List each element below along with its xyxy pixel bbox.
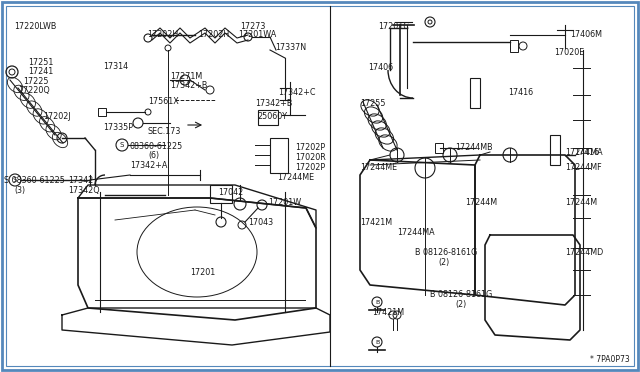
Bar <box>270 138 288 173</box>
Text: 17202P: 17202P <box>295 143 325 152</box>
Text: 17020E: 17020E <box>554 48 584 57</box>
Text: S 08360-61225: S 08360-61225 <box>4 176 65 185</box>
Text: 08360-61225: 08360-61225 <box>130 142 183 151</box>
Text: 17042: 17042 <box>218 188 243 197</box>
Text: 17342: 17342 <box>68 176 93 185</box>
Text: (6): (6) <box>148 151 159 160</box>
Text: 17244MF: 17244MF <box>565 163 602 172</box>
Text: (3): (3) <box>14 186 25 195</box>
Text: 17202H: 17202H <box>198 30 229 39</box>
Bar <box>470 78 480 108</box>
Text: 17342+B: 17342+B <box>170 81 207 90</box>
Text: 17416: 17416 <box>574 148 599 157</box>
Text: 17244M: 17244M <box>465 198 497 207</box>
Text: * 7PA0P73: * 7PA0P73 <box>590 355 630 364</box>
Text: 17273: 17273 <box>240 22 266 31</box>
Text: 17337N: 17337N <box>275 43 306 52</box>
Text: 17202J: 17202J <box>43 112 70 121</box>
Text: 17201WA: 17201WA <box>238 30 276 39</box>
Text: B: B <box>375 340 379 344</box>
Text: 17043: 17043 <box>248 218 273 227</box>
Text: 17342Q: 17342Q <box>68 186 100 195</box>
Bar <box>258 110 278 125</box>
Text: 17416: 17416 <box>508 88 533 97</box>
Bar <box>98 108 106 116</box>
Text: 17244MA: 17244MA <box>397 228 435 237</box>
Bar <box>210 185 232 203</box>
Text: S: S <box>120 142 124 148</box>
Bar <box>510 40 518 52</box>
Text: B: B <box>375 299 379 305</box>
Text: (2): (2) <box>438 258 449 267</box>
Text: 17314: 17314 <box>103 62 128 71</box>
Text: 17342+A: 17342+A <box>130 161 168 170</box>
Text: SEC.173: SEC.173 <box>148 127 181 136</box>
Text: 17561X: 17561X <box>148 97 179 106</box>
Text: 17201: 17201 <box>190 268 215 277</box>
Bar <box>435 143 443 153</box>
Text: 17251: 17251 <box>28 58 53 67</box>
Text: 17201C: 17201C <box>378 22 409 31</box>
Text: 17020R: 17020R <box>295 153 326 162</box>
Text: 17225: 17225 <box>23 77 49 86</box>
Text: 17244MB: 17244MB <box>455 143 493 152</box>
Text: 17271M: 17271M <box>170 72 202 81</box>
Text: 17255: 17255 <box>360 99 385 108</box>
Text: 17342+B: 17342+B <box>255 99 292 108</box>
Text: 17201W: 17201W <box>268 198 301 207</box>
Text: 17342+C: 17342+C <box>278 88 316 97</box>
Text: (2): (2) <box>455 300 467 309</box>
Text: 17244MD: 17244MD <box>565 248 604 257</box>
Text: 17406M: 17406M <box>570 30 602 39</box>
Text: 17406: 17406 <box>368 63 393 72</box>
Text: 17421M: 17421M <box>372 308 404 317</box>
Text: B 08126-8161G: B 08126-8161G <box>415 248 477 257</box>
Text: 17244M: 17244M <box>565 198 597 207</box>
Text: 17202P: 17202P <box>295 163 325 172</box>
Text: S: S <box>13 177 17 183</box>
Text: 17335P: 17335P <box>103 123 133 132</box>
Text: 17244ME: 17244ME <box>277 173 314 182</box>
Text: B 08126-8161G: B 08126-8161G <box>430 290 492 299</box>
Text: 17244MA: 17244MA <box>565 148 603 157</box>
Text: 17220LWB: 17220LWB <box>14 22 56 31</box>
Bar <box>550 135 560 165</box>
Text: 17421M: 17421M <box>360 218 392 227</box>
Text: 25060Y: 25060Y <box>257 112 287 121</box>
Text: 17244ME: 17244ME <box>360 163 397 172</box>
Text: 17202H: 17202H <box>147 30 179 39</box>
Text: 17220Q: 17220Q <box>18 86 50 95</box>
Text: 17241: 17241 <box>28 67 53 76</box>
